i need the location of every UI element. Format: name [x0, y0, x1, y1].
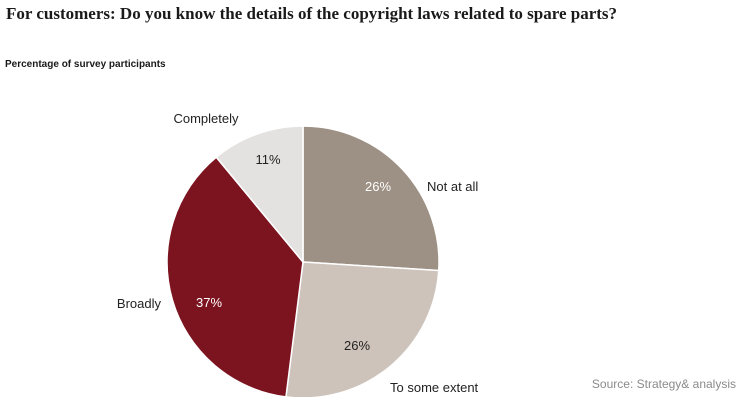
pie-slice — [285, 261, 440, 397]
slice-value-label: 26% — [365, 179, 391, 194]
chart-title: For customers: Do you know the details o… — [6, 4, 618, 23]
chart-subtitle: Percentage of survey participants — [5, 59, 166, 70]
pie-slice — [302, 125, 440, 272]
source-note: Source: Strategy& analysis — [591, 377, 736, 391]
pie-slice — [166, 156, 304, 397]
slice-value-label: 37% — [196, 295, 222, 310]
slice-value-label: 11% — [255, 152, 280, 167]
slice-value-label: 26% — [344, 338, 370, 353]
pie-slices — [166, 125, 440, 397]
slice-category-label: Not at all — [427, 179, 478, 194]
slice-category-label: Completely — [173, 111, 239, 126]
slice-category-label: Broadly — [117, 296, 162, 311]
slice-category-label: To some extent — [390, 380, 479, 395]
pie-labels: 26% Not at all 26% To some extent 37% Broadly… — [117, 111, 479, 395]
pie-slice — [215, 125, 304, 265]
